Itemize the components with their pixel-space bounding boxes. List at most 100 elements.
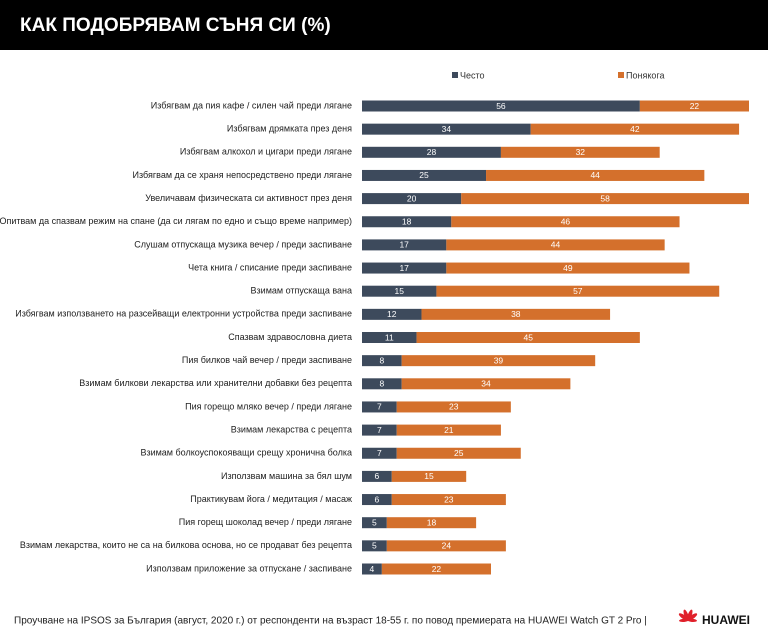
value-label: 44 xyxy=(590,170,600,180)
value-label: 8 xyxy=(379,379,384,389)
category-label: Взимам лекарства с рецепта xyxy=(231,424,352,434)
category-label: Взимам болкоуспокояващи срещу хронична б… xyxy=(140,448,352,458)
bar-segment xyxy=(362,332,417,343)
value-label: 15 xyxy=(424,471,434,481)
value-label: 38 xyxy=(511,309,521,319)
legend-label: Често xyxy=(460,70,485,80)
bar-segment xyxy=(391,494,506,506)
bar-segment xyxy=(362,424,397,436)
bar-segment xyxy=(362,447,397,459)
category-label: Слушам отпускаща музика вечер / преди за… xyxy=(134,239,352,249)
bar-segment xyxy=(362,285,437,297)
value-label: 6 xyxy=(375,471,380,481)
value-label: 21 xyxy=(444,425,454,435)
value-label: 23 xyxy=(449,402,459,412)
value-label: 56 xyxy=(496,101,506,111)
bar-segment xyxy=(362,563,382,575)
category-label: Взимам лекарства, които не са на билкова… xyxy=(20,540,352,550)
bar-segment xyxy=(362,216,452,228)
category-label: Увеличавам физическата си активност през… xyxy=(145,193,352,203)
category-label: Избягвам алкохол и цигари преди лягане xyxy=(180,147,352,157)
value-label: 17 xyxy=(399,240,409,250)
bar-segment xyxy=(451,216,680,228)
bar-segment xyxy=(391,470,467,482)
value-label: 20 xyxy=(407,193,417,203)
value-label: 8 xyxy=(379,355,384,365)
value-label: 24 xyxy=(442,541,452,551)
value-label: 11 xyxy=(385,332,394,342)
category-label: Пия горещ шоколад вечер / преди лягане xyxy=(179,517,352,527)
value-label: 49 xyxy=(563,263,573,273)
bar-segment xyxy=(362,401,397,413)
category-label: Използвам приложение за отпускане / засп… xyxy=(146,563,352,573)
bar-segment xyxy=(396,447,521,459)
brand-name: HUAWEI xyxy=(702,613,750,627)
bar-segment xyxy=(530,123,740,135)
category-label: Практикувам йога / медитация / масаж xyxy=(190,494,352,504)
value-label: 25 xyxy=(454,448,464,458)
value-label: 4 xyxy=(370,564,375,574)
chart-title: КАК ПОДОБРЯВАМ СЪНЯ СИ (%) xyxy=(20,15,331,36)
value-label: 25 xyxy=(419,170,429,180)
category-label: Взимам билкови лекарства или хранителни … xyxy=(79,378,352,388)
value-label: 34 xyxy=(442,124,452,134)
category-label: Избягвам дрямката през деня xyxy=(227,124,352,134)
bar-segment xyxy=(500,146,660,158)
category-label: Пия горещо мляко вечер / преди лягане xyxy=(185,401,352,411)
category-label: Опитвам да спазвам режим на спане (да си… xyxy=(0,216,352,226)
category-label: Пия билков чай вечер / преди заспиване xyxy=(182,355,352,365)
bar-segment xyxy=(386,517,477,529)
bar-segment xyxy=(386,540,506,552)
value-label: 42 xyxy=(630,124,640,134)
value-label: 22 xyxy=(432,564,442,574)
value-label: 5 xyxy=(372,517,377,527)
bar-segment xyxy=(362,470,392,482)
brand-logo: HUAWEI xyxy=(678,609,750,627)
bar-segment xyxy=(446,239,665,251)
bar-segment xyxy=(362,308,422,320)
value-label: 45 xyxy=(523,332,533,342)
bar-segment xyxy=(436,285,720,297)
value-label: 23 xyxy=(444,494,454,504)
footer: Проучване на IPSOS за България (август, … xyxy=(14,616,647,627)
category-label: Взимам отпускаща вана xyxy=(251,286,352,296)
bar-segment xyxy=(362,517,387,529)
category-label: Избягвам да се храня непосредствено пред… xyxy=(133,170,352,180)
bar-segment xyxy=(362,494,392,506)
value-label: 18 xyxy=(427,517,437,527)
value-label: 32 xyxy=(576,147,586,157)
bar-segment xyxy=(416,332,640,343)
bar-segment xyxy=(446,262,690,274)
value-label: 7 xyxy=(377,448,382,458)
value-label: 46 xyxy=(561,217,571,227)
value-label: 6 xyxy=(375,494,380,504)
category-label: Избягвам да пия кафе / силен чай преди л… xyxy=(151,100,352,110)
value-label: 17 xyxy=(399,263,409,273)
value-label: 39 xyxy=(494,355,504,365)
bar-segment xyxy=(396,424,501,436)
value-label: 28 xyxy=(427,147,437,157)
bar-segment xyxy=(362,262,447,274)
bar-segment xyxy=(421,308,611,320)
bar-segment xyxy=(362,239,447,251)
value-label: 58 xyxy=(600,193,610,203)
bar-segment xyxy=(362,540,387,552)
bar-segment xyxy=(362,193,462,205)
value-label: 34 xyxy=(481,379,491,389)
value-label: 15 xyxy=(394,286,404,296)
bar-segment xyxy=(381,563,491,575)
category-label: Използвам машина за бял шум xyxy=(221,471,352,481)
bar-segment xyxy=(401,378,571,390)
value-label: 18 xyxy=(402,217,412,227)
bar-segment xyxy=(362,169,487,181)
category-label: Избягвам използването на разсейващи елек… xyxy=(15,309,352,319)
bar-segment xyxy=(362,355,402,367)
category-label: Чета книга / списание преди заспиване xyxy=(188,262,352,272)
bar-segment xyxy=(486,169,705,181)
bar-segment xyxy=(401,355,596,367)
bar-segment xyxy=(461,193,749,205)
legend-label: Понякога xyxy=(626,70,664,80)
bar-segment xyxy=(396,401,511,413)
bar-segment xyxy=(362,146,501,158)
